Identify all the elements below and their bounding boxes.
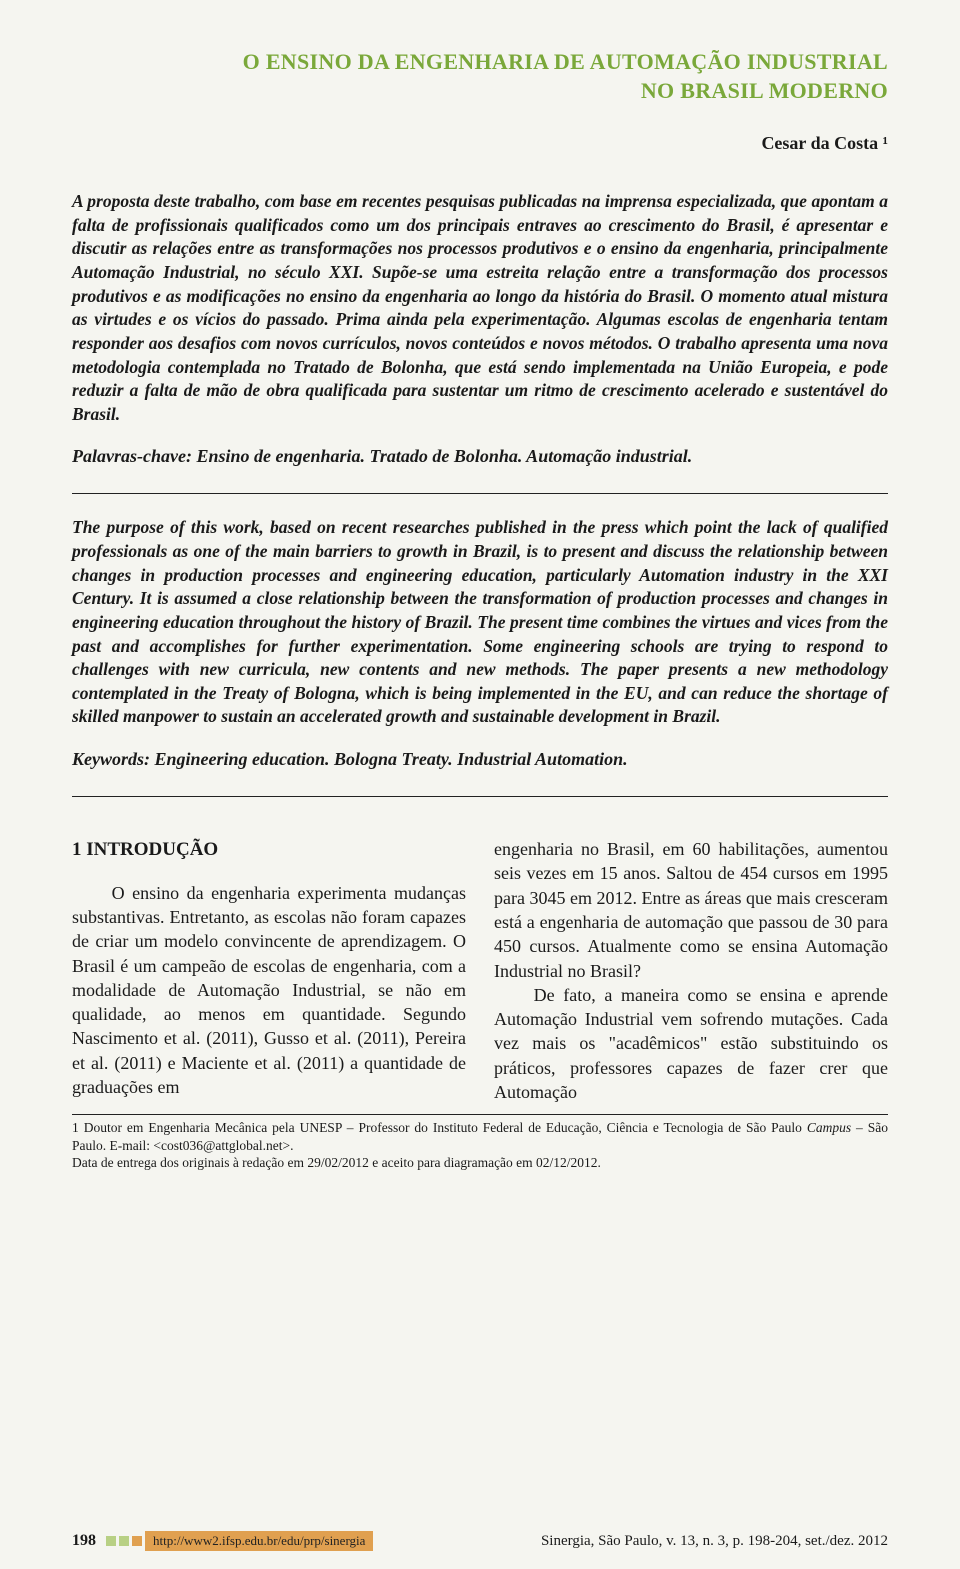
decor-square-icon	[132, 1536, 142, 1546]
abstract-english: The purpose of this work, based on recen…	[72, 516, 888, 729]
body-paragraph: engenharia no Brasil, em 60 habilitações…	[494, 837, 888, 983]
body-paragraph: De fato, a maneira como se ensina e apre…	[494, 983, 888, 1104]
page-number: 198	[72, 1532, 96, 1550]
title-line-2: NO BRASIL MODERNO	[641, 78, 888, 103]
footnote-italic: Campus	[807, 1120, 851, 1135]
body-columns: 1 INTRODUÇÃO O ensino da engenharia expe…	[72, 837, 888, 1104]
column-right: engenharia no Brasil, em 60 habilitações…	[494, 837, 888, 1104]
divider-rule	[72, 796, 888, 797]
keywords-english: Keywords: Engineering education. Bologna…	[72, 749, 888, 770]
footnote-2: Data de entrega dos originais à redação …	[72, 1154, 888, 1172]
footnote-1: 1 Doutor em Engenharia Mecânica pela UNE…	[72, 1119, 888, 1154]
body-paragraph: O ensino da engenharia experimenta mudan…	[72, 881, 466, 1100]
page-footer: 198 http://www2.ifsp.edu.br/edu/prp/sine…	[72, 1531, 888, 1551]
keywords-portuguese: Palavras-chave: Ensino de engenharia. Tr…	[72, 446, 888, 467]
abstract-portuguese: A proposta deste trabalho, com base em r…	[72, 190, 888, 426]
journal-url: http://www2.ifsp.edu.br/edu/prp/sinergia	[145, 1531, 373, 1551]
divider-rule	[72, 493, 888, 494]
column-left: 1 INTRODUÇÃO O ensino da engenharia expe…	[72, 837, 466, 1104]
article-title: O ENSINO DA ENGENHARIA DE AUTOMAÇÃO INDU…	[72, 48, 888, 105]
decor-square-icon	[119, 1536, 129, 1546]
footnote-rule	[72, 1114, 888, 1115]
decor-square-icon	[106, 1536, 116, 1546]
footnote-text: 1 Doutor em Engenharia Mecânica pela UNE…	[72, 1120, 807, 1135]
author-name: Cesar da Costa ¹	[72, 133, 888, 154]
journal-reference: Sinergia, São Paulo, v. 13, n. 3, p. 198…	[541, 1533, 888, 1550]
section-heading: 1 INTRODUÇÃO	[72, 837, 466, 863]
title-line-1: O ENSINO DA ENGENHARIA DE AUTOMAÇÃO INDU…	[243, 49, 888, 74]
